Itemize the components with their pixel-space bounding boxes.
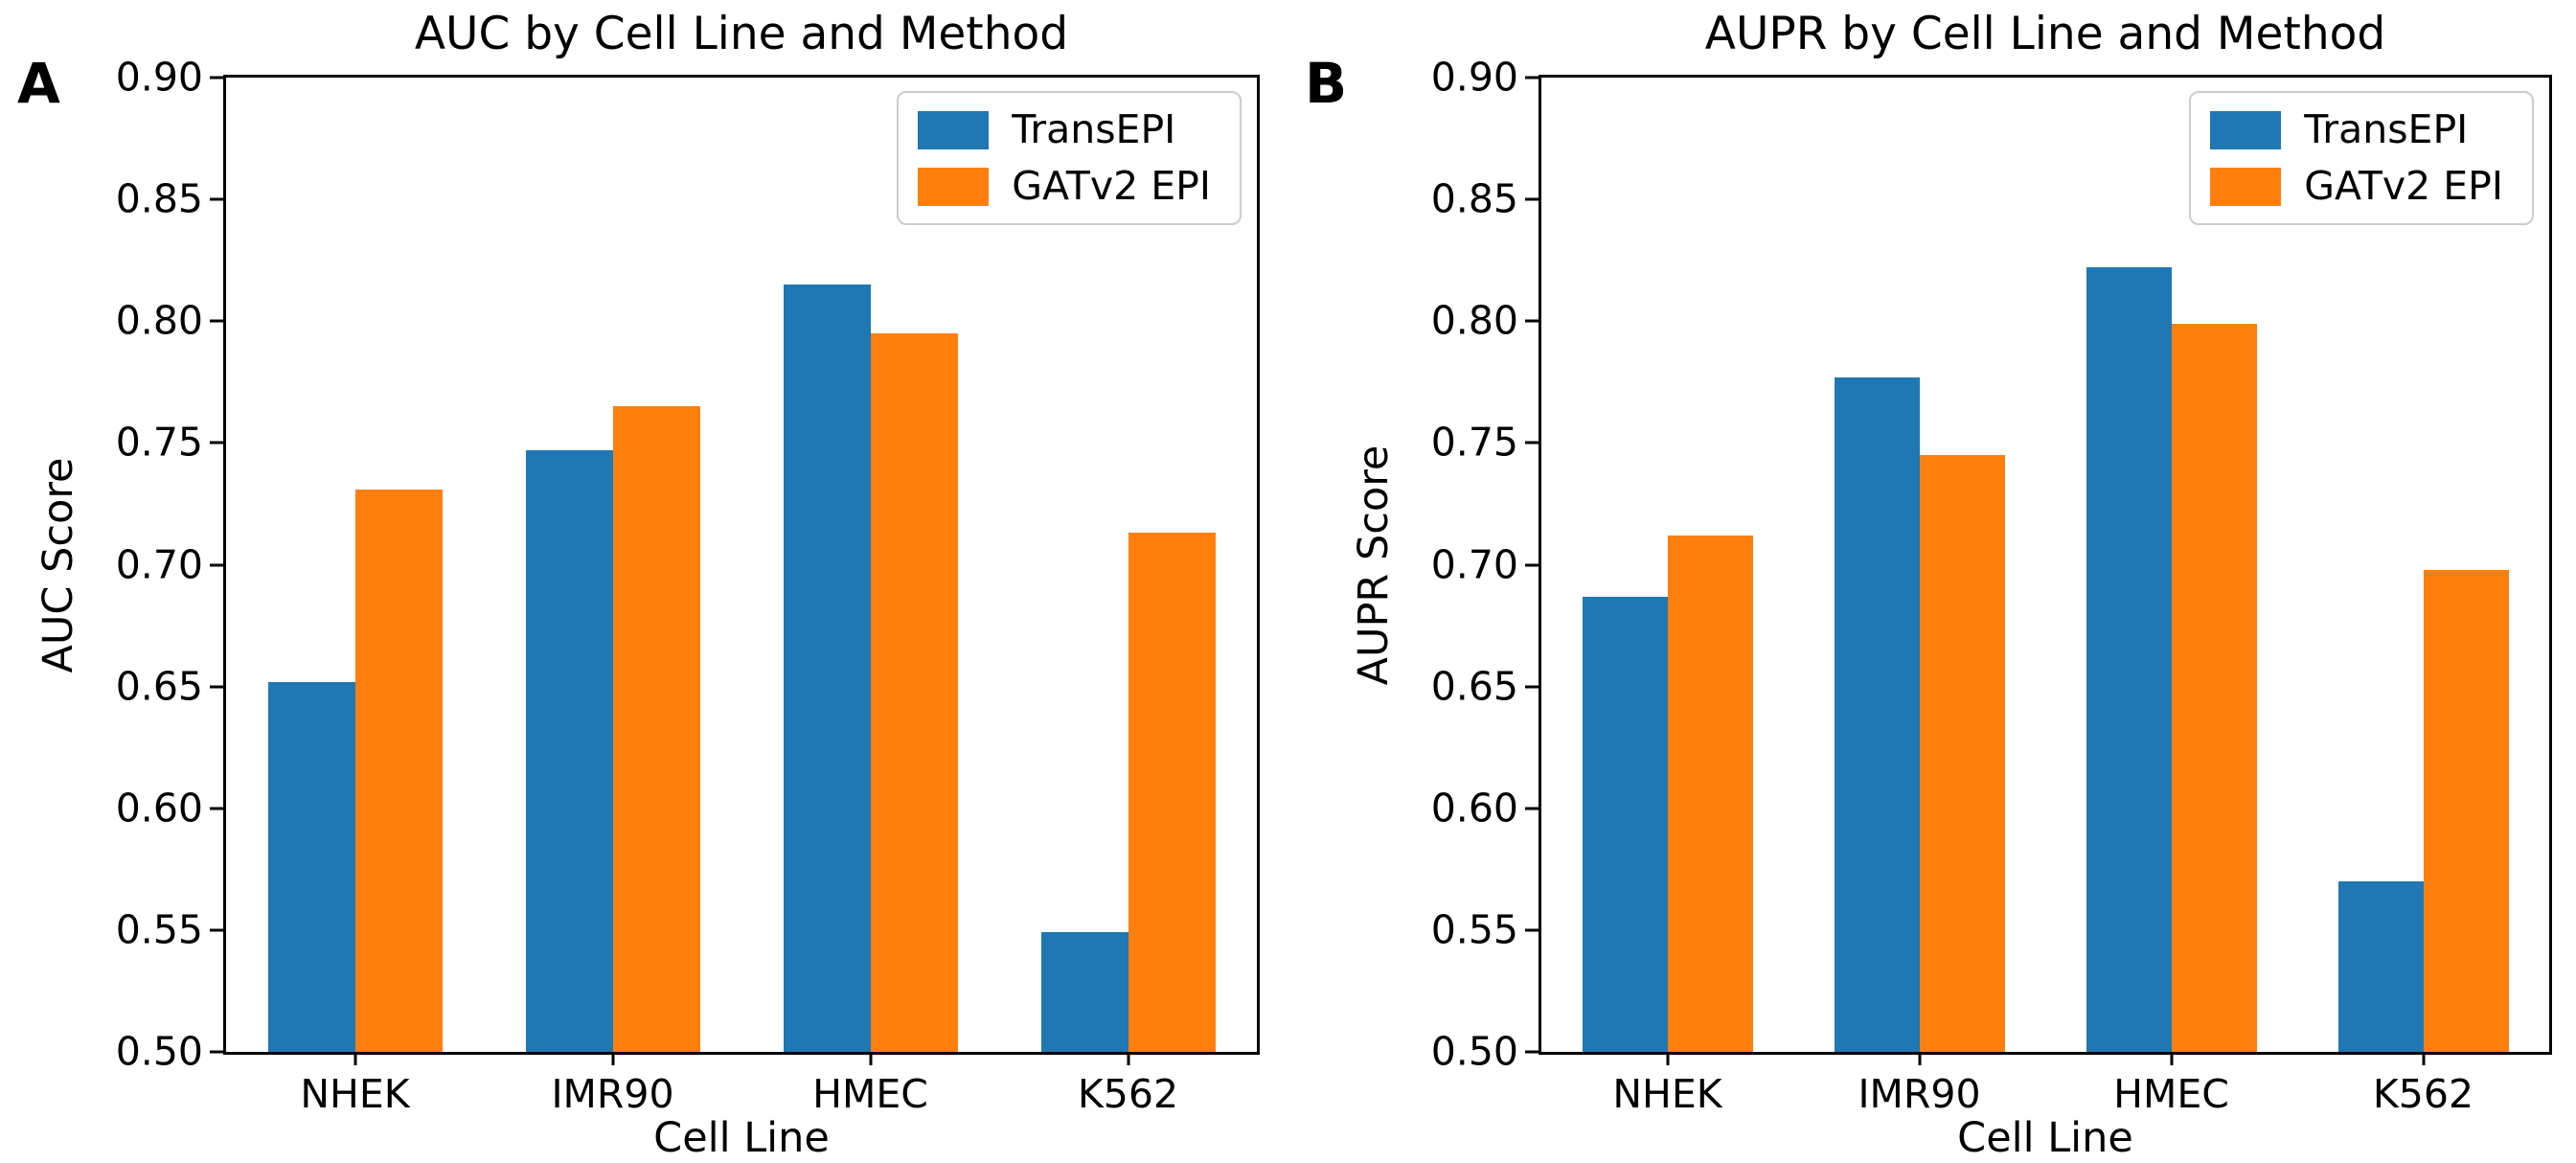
x-tick-label-IMR90: IMR90 xyxy=(551,1071,674,1117)
y-tick-0.50 xyxy=(210,1050,223,1054)
chart-title-aupr: AUPR by Cell Line and Method xyxy=(1704,8,2386,60)
legend-swatch-icon xyxy=(2210,167,2282,206)
y-tick-label-0.60: 0.60 xyxy=(115,785,203,832)
chart-title-auc: AUC by Cell Line and Method xyxy=(414,8,1069,60)
plot-area-auc: 0.50 0.55 0.60 0.65 0.70 0.75 0.80 0.85 0.90 NHEK… xyxy=(116,57,1260,1114)
bar-gatv2-epi-k562 xyxy=(2423,569,2509,1052)
plot-area-aupr: 0.50 0.55 0.60 0.65 0.70 0.75 0.80 0.85 0.90 NHEK… xyxy=(1431,57,2552,1114)
bar-gatv2-epi-nhek xyxy=(354,489,443,1052)
y-tick-label-0.70: 0.70 xyxy=(1430,541,1518,587)
y-tick-0.80 xyxy=(1525,319,1539,323)
bar-transepi-nhek xyxy=(267,681,355,1052)
y-tick-label-0.85: 0.85 xyxy=(115,175,203,222)
legend-swatch-icon xyxy=(2210,110,2282,149)
panel-letter-a: A xyxy=(17,51,60,116)
y-tick-0.85 xyxy=(210,197,223,201)
y-tick-0.60 xyxy=(1525,807,1539,810)
bar-transepi-imr90 xyxy=(525,450,613,1052)
y-tick-label-0.55: 0.55 xyxy=(1430,906,1518,953)
panel-auc: A AUC by Cell Line and Method AUC Score … xyxy=(17,8,1260,1162)
x-tick-label-NHEK: NHEK xyxy=(300,1071,410,1117)
y-tick-0.75 xyxy=(210,441,223,445)
legend: TransEPI GATv2 EPI xyxy=(897,91,1242,225)
panel-aupr: B AUPR by Cell Line and Method AUPR Scor… xyxy=(1288,0,2575,1163)
bar-transepi-hmec xyxy=(783,285,871,1052)
x-tick-label-HMEC: HMEC xyxy=(812,1071,928,1117)
y-tick-0.80 xyxy=(210,319,223,323)
x-tick-K562 xyxy=(1127,1052,1129,1065)
y-tick-label-0.85: 0.85 xyxy=(1430,175,1518,222)
y-tick-0.90 xyxy=(1525,76,1539,80)
legend-label: GATv2 EPI xyxy=(2304,163,2503,209)
x-tick-label-NHEK: NHEK xyxy=(1612,1071,1722,1117)
bar-transepi-k562 xyxy=(1040,932,1128,1052)
y-tick-0.50 xyxy=(1525,1050,1539,1054)
y-tick-label-0.80: 0.80 xyxy=(115,297,203,344)
y-tick-0.55 xyxy=(210,928,223,932)
legend: TransEPI GATv2 EPI xyxy=(2189,91,2534,225)
y-tick-0.55 xyxy=(1525,928,1539,932)
y-axis-label-auc: AUC Score xyxy=(34,456,82,673)
bar-transepi-imr90 xyxy=(1834,376,1920,1052)
y-tick-label-0.75: 0.75 xyxy=(1430,419,1518,466)
legend-item-gatv2-epi: GATv2 EPI xyxy=(2210,167,2503,206)
y-tick-label-0.65: 0.65 xyxy=(1430,663,1518,710)
legend-label: TransEPI xyxy=(1012,106,1176,152)
legend-swatch-icon xyxy=(918,167,990,206)
x-tick-label-IMR90: IMR90 xyxy=(1858,1071,1981,1117)
bar-gatv2-epi-imr90 xyxy=(1919,455,2005,1052)
legend-label: GATv2 EPI xyxy=(1012,163,1211,209)
legend-label: TransEPI xyxy=(2304,106,2469,152)
x-tick-NHEK xyxy=(353,1052,356,1065)
bar-transepi-hmec xyxy=(2086,267,2172,1052)
y-tick-0.65 xyxy=(210,685,223,689)
bar-transepi-nhek xyxy=(1582,596,1668,1052)
x-axis-label-auc: Cell Line xyxy=(653,1114,830,1162)
y-tick-label-0.70: 0.70 xyxy=(115,541,203,587)
bar-gatv2-epi-imr90 xyxy=(612,406,700,1052)
bar-gatv2-epi-hmec xyxy=(870,332,958,1052)
y-tick-0.85 xyxy=(1525,197,1539,201)
y-tick-label-0.90: 0.90 xyxy=(115,54,203,101)
y-tick-0.70 xyxy=(1525,563,1539,566)
x-tick-IMR90 xyxy=(1918,1052,1921,1065)
panel-letter-b: B xyxy=(1305,51,1348,116)
x-axis-label-aupr: Cell Line xyxy=(1957,1114,2133,1162)
y-tick-0.75 xyxy=(1525,441,1539,445)
bar-transepi-k562 xyxy=(2337,881,2424,1052)
y-tick-label-0.60: 0.60 xyxy=(1430,785,1518,832)
x-tick-K562 xyxy=(2422,1052,2425,1065)
x-tick-HMEC xyxy=(2170,1052,2173,1065)
bar-gatv2-epi-nhek xyxy=(1667,536,1753,1052)
bar-gatv2-epi-hmec xyxy=(2171,323,2257,1052)
y-tick-label-0.80: 0.80 xyxy=(1430,297,1518,344)
x-tick-NHEK xyxy=(1666,1052,1669,1065)
y-tick-label-0.55: 0.55 xyxy=(115,906,203,953)
bar-gatv2-epi-k562 xyxy=(1128,533,1216,1052)
y-tick-label-0.75: 0.75 xyxy=(115,419,203,466)
x-tick-label-HMEC: HMEC xyxy=(2113,1071,2229,1117)
y-tick-label-0.65: 0.65 xyxy=(115,663,203,710)
legend-item-transepi: TransEPI xyxy=(2210,110,2503,149)
y-tick-label-0.50: 0.50 xyxy=(1430,1028,1518,1075)
y-tick-label-0.50: 0.50 xyxy=(115,1028,203,1075)
legend-item-transepi: TransEPI xyxy=(918,110,1211,149)
legend-item-gatv2-epi: GATv2 EPI xyxy=(918,167,1211,206)
y-tick-0.70 xyxy=(210,563,223,566)
y-tick-label-0.90: 0.90 xyxy=(1430,54,1518,101)
x-tick-label-K562: K562 xyxy=(2372,1071,2474,1117)
y-axis-label-aupr: AUPR Score xyxy=(1350,445,1398,685)
x-tick-IMR90 xyxy=(611,1052,614,1065)
y-tick-0.90 xyxy=(210,76,223,80)
legend-swatch-icon xyxy=(918,110,990,149)
x-tick-label-K562: K562 xyxy=(1077,1071,1179,1117)
y-tick-0.60 xyxy=(210,807,223,810)
x-tick-HMEC xyxy=(869,1052,872,1065)
y-tick-0.65 xyxy=(1525,685,1539,689)
